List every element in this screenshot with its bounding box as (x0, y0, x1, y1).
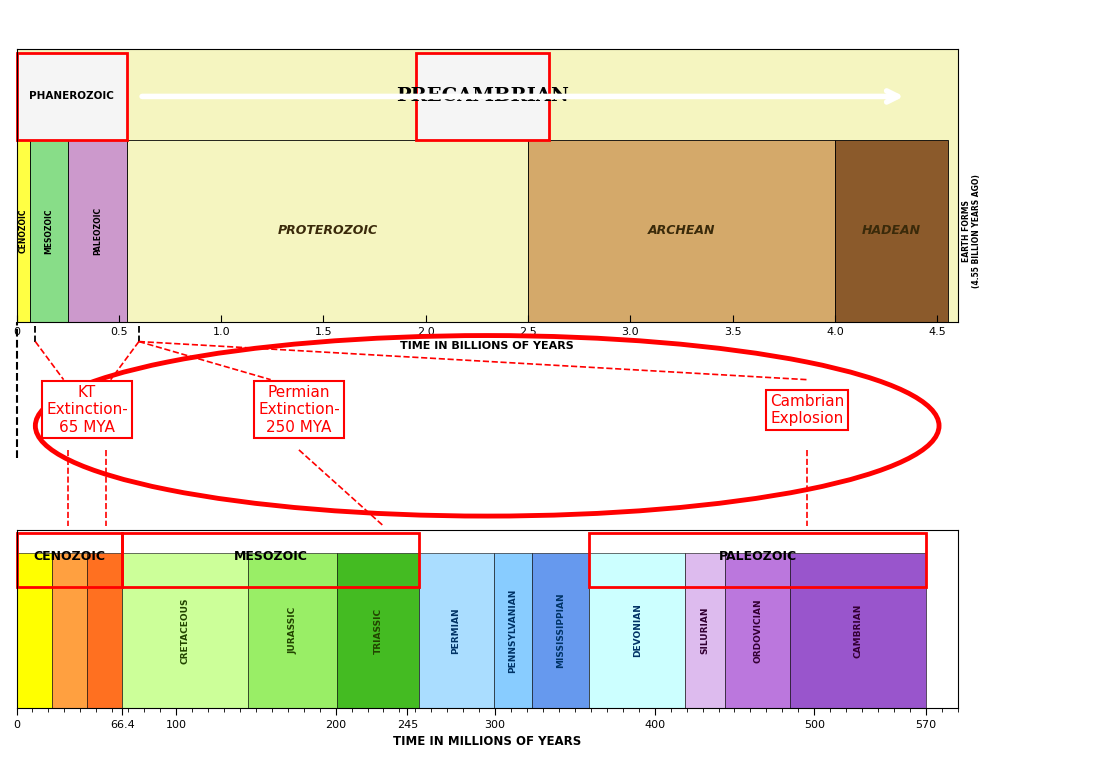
Text: Cambrian
Explosion: Cambrian Explosion (770, 394, 844, 426)
Text: EARTH FORMS
(4.55 BILLION YEARS AGO): EARTH FORMS (4.55 BILLION YEARS AGO) (962, 174, 981, 288)
Text: Permian
Extinction-
250 MYA: Permian Extinction- 250 MYA (258, 385, 340, 435)
Text: ARCHEAN: ARCHEAN (647, 224, 716, 238)
Bar (17, 553, 52, 708)
Bar (724, 553, 791, 708)
Text: MESOZOIC: MESOZOIC (233, 550, 307, 563)
X-axis label: TIME IN MILLIONS OF YEARS: TIME IN MILLIONS OF YEARS (393, 735, 581, 748)
Bar (528, 140, 835, 322)
Bar (835, 140, 948, 322)
Text: PROTEROZOIC: PROTEROZOIC (277, 224, 378, 238)
Text: MESOZOIC: MESOZOIC (44, 208, 54, 254)
Bar (337, 553, 418, 708)
Bar (589, 553, 685, 708)
Text: PHANEROZOIC: PHANEROZOIC (30, 92, 115, 101)
Bar (493, 553, 532, 708)
Text: SILURIAN: SILURIAN (700, 606, 709, 654)
Bar (122, 533, 418, 587)
Bar (17, 533, 122, 587)
Bar (532, 553, 589, 708)
Text: ORDOVICIAN: ORDOVICIAN (753, 598, 762, 663)
Text: TRIASSIC: TRIASSIC (373, 607, 382, 653)
Text: HADEAN: HADEAN (862, 224, 920, 238)
Text: PERMIAN: PERMIAN (451, 607, 460, 654)
Text: MISSISSIPPIAN: MISSISSIPPIAN (556, 593, 565, 668)
Text: CRETACEOUS: CRETACEOUS (181, 597, 189, 664)
Bar (685, 553, 724, 708)
Text: PALEOZOIC: PALEOZOIC (94, 207, 102, 255)
Bar (17, 53, 128, 140)
Text: KT
Extinction-
65 MYA: KT Extinction- 65 MYA (46, 385, 128, 435)
X-axis label: TIME IN BILLIONS OF YEARS: TIME IN BILLIONS OF YEARS (401, 341, 574, 350)
Bar (128, 140, 528, 322)
Text: JURASSIC: JURASSIC (288, 607, 297, 654)
Bar (122, 553, 248, 708)
Bar (52, 553, 87, 708)
Bar (415, 53, 548, 140)
Bar (30, 140, 68, 322)
Bar (17, 140, 30, 322)
Text: CAMBRIAN: CAMBRIAN (853, 603, 863, 658)
Text: PRECAMBRIAN: PRECAMBRIAN (395, 88, 568, 105)
Text: PALEOZOIC: PALEOZOIC (719, 550, 797, 563)
Bar (68, 140, 128, 322)
Text: PENNSYLVANIAN: PENNSYLVANIAN (509, 588, 517, 673)
Bar (248, 553, 337, 708)
Bar (87, 553, 122, 708)
Text: DEVONIAN: DEVONIAN (633, 603, 642, 657)
Text: CENOZOIC: CENOZOIC (33, 550, 106, 563)
Bar (589, 533, 926, 587)
Bar (791, 553, 926, 708)
Bar (418, 553, 493, 708)
Text: CENOZOIC: CENOZOIC (19, 209, 28, 253)
